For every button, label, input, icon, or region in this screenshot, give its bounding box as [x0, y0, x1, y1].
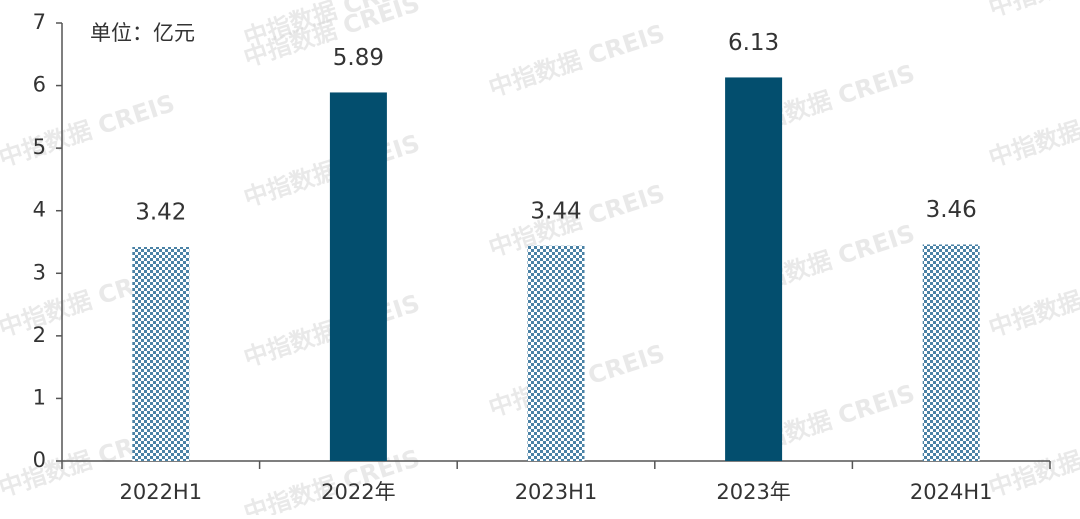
x-tick-label: 2023年: [716, 480, 790, 504]
y-tick-label: 2: [33, 323, 46, 347]
x-tick-label: 2023H1: [515, 480, 598, 504]
value-label: 3.46: [926, 197, 977, 223]
value-label: 3.42: [135, 200, 186, 226]
bar: [922, 244, 980, 461]
unit-label: 单位：亿元: [90, 21, 195, 45]
watermark: 中指数据 CREIS: [0, 89, 178, 172]
x-tick-label: 2024H1: [910, 480, 993, 504]
y-tick-label: 6: [33, 73, 46, 97]
y-tick-label: 5: [33, 135, 46, 159]
x-tick-label: 2022年: [321, 480, 395, 504]
value-label: 6.13: [728, 30, 779, 56]
watermark: 中指数据 CREIS: [485, 19, 668, 102]
y-tick-label: 7: [33, 10, 46, 34]
watermark: 中指数据 CREIS: [985, 89, 1080, 172]
y-tick-label: 1: [33, 385, 46, 409]
watermark: 中指数据 CREIS: [985, 0, 1080, 22]
bar: [725, 77, 783, 462]
value-label: 3.44: [530, 198, 581, 224]
x-tick-label: 2022H1: [119, 480, 202, 504]
bar: [329, 92, 387, 461]
y-tick-label: 3: [33, 260, 46, 284]
value-label: 5.89: [333, 45, 384, 71]
bar: [132, 247, 190, 461]
bar: [527, 245, 585, 461]
y-tick-label: 0: [33, 448, 46, 472]
watermark: 中指数据 CREIS: [985, 259, 1080, 342]
y-tick-label: 4: [33, 198, 46, 222]
